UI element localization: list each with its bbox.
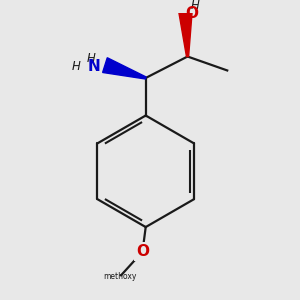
Text: H: H (190, 0, 200, 11)
Text: O: O (185, 6, 198, 21)
Polygon shape (103, 58, 146, 79)
Text: methoxy: methoxy (103, 272, 137, 281)
Polygon shape (178, 10, 192, 57)
Text: H: H (72, 60, 80, 73)
Text: H: H (87, 52, 95, 65)
Text: O: O (136, 244, 149, 259)
Text: N: N (87, 59, 100, 74)
